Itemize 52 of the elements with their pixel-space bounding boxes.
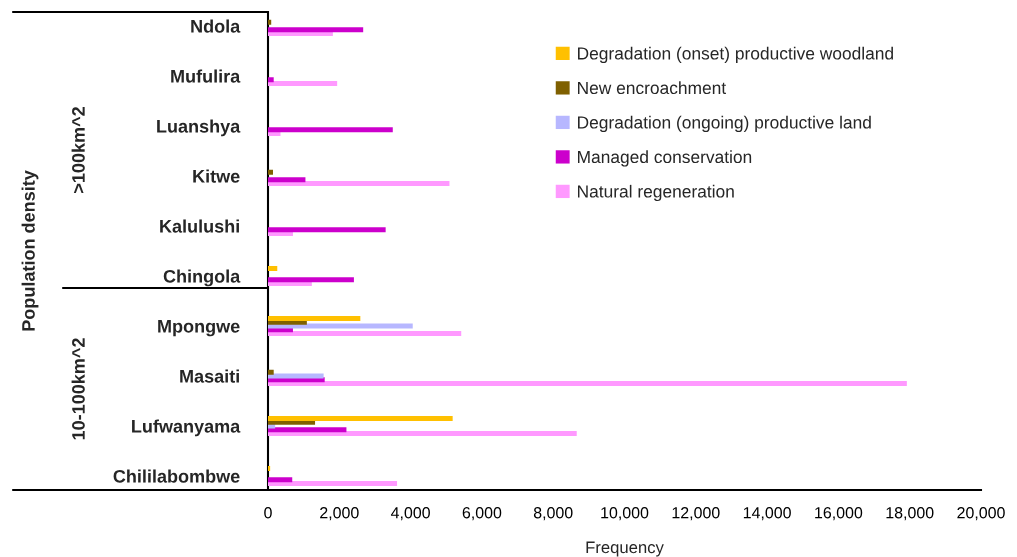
y-tick-label: Kitwe — [193, 169, 240, 183]
bar — [268, 181, 450, 186]
text: Population density — [21, 170, 39, 331]
bar — [268, 481, 398, 486]
legend-label: Natural regeneration — [578, 184, 734, 202]
bar — [268, 416, 453, 421]
y-tick-label: Chililabombwe — [113, 469, 240, 483]
y-tick-label: Ndola — [191, 19, 241, 33]
text: 10-100km^2 — [71, 338, 85, 440]
x-tick-label: 2,000 — [320, 507, 359, 521]
y-tick-label: Masaiti — [180, 369, 239, 383]
x-tick-label: 20,000 — [957, 507, 1005, 521]
bar — [268, 27, 364, 33]
bar — [268, 477, 293, 483]
y-tick-label: Kalulushi — [160, 219, 239, 233]
bar — [268, 227, 386, 233]
y-tick-label: Luanshya — [157, 119, 241, 137]
bar — [268, 381, 907, 386]
x-tick-label: 18,000 — [886, 507, 934, 521]
bar — [268, 277, 354, 283]
legend-label: New encroachment — [578, 81, 727, 95]
bar — [268, 316, 361, 321]
x-tick-label: 14,000 — [743, 507, 791, 521]
bar — [268, 431, 577, 436]
x-tick-label: 10,000 — [601, 507, 649, 521]
bar — [268, 266, 278, 271]
bar — [268, 77, 274, 83]
bar — [268, 81, 338, 86]
text: >100km^2 — [71, 107, 85, 193]
x-tick-label: 8,000 — [533, 507, 573, 521]
y-tick-label: Mpongwe — [158, 320, 240, 337]
bar — [268, 323, 413, 329]
x-tick-label: 4,000 — [390, 507, 430, 521]
x-tick-label: 6,000 — [462, 507, 502, 521]
bar — [268, 331, 462, 336]
legend-label: Managed conservation — [578, 150, 752, 167]
bar — [268, 19, 272, 25]
bar — [268, 127, 393, 133]
bar — [268, 369, 274, 375]
bar — [268, 427, 347, 433]
bar — [268, 466, 271, 471]
bar — [268, 169, 273, 175]
y-tick-label: Chingola — [163, 269, 241, 287]
x-tick-label: 0 — [264, 507, 272, 519]
x-tick-label: 16,000 — [815, 507, 863, 521]
x-axis-title: Frequency — [586, 541, 664, 557]
y-tick-label: Lufwanyama — [132, 419, 241, 437]
legend-label: Degradation (onset) productive woodland — [578, 46, 893, 64]
x-tick-label: 12,000 — [672, 507, 720, 521]
y-tick-label: Mufulira — [171, 69, 241, 83]
legend-label: Degradation (ongoing) productive land — [578, 115, 871, 133]
bar — [268, 177, 306, 183]
